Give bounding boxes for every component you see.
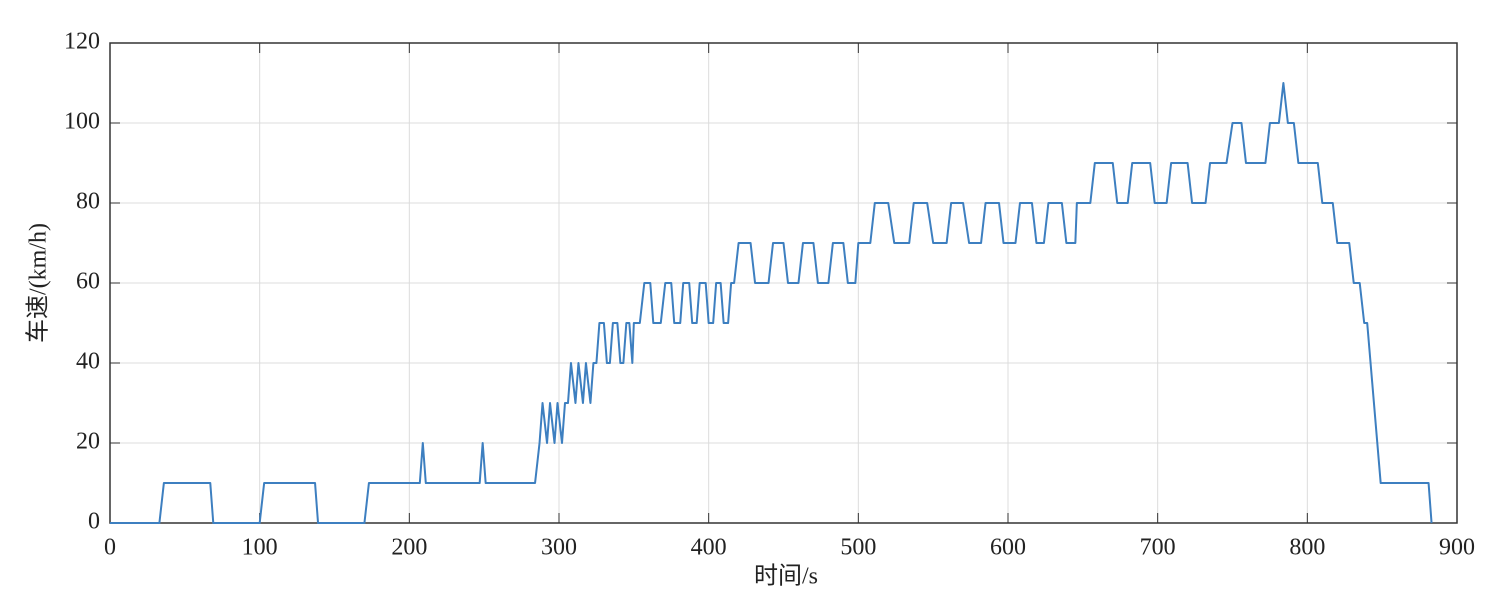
- y-axis-label: 车速/(km/h): [25, 223, 52, 343]
- data-line: [110, 82, 1433, 524]
- x-tick-label: 300: [541, 535, 577, 561]
- x-tick-label: 100: [242, 535, 278, 561]
- plot-frame: [109, 42, 1458, 524]
- x-tick-label: 800: [1289, 535, 1325, 561]
- x-tick-label: 900: [1439, 535, 1475, 561]
- y-tick-label: 120: [64, 29, 100, 55]
- x-tick-label: 200: [391, 535, 427, 561]
- x-tick-label: 600: [990, 535, 1026, 561]
- x-tick-label: 0: [104, 535, 116, 561]
- x-tick-label: 400: [691, 535, 727, 561]
- y-tick-label: 80: [76, 189, 100, 215]
- x-tick-label: 500: [840, 535, 876, 561]
- y-tick-label: 100: [64, 109, 100, 135]
- y-tick-label: 40: [76, 349, 100, 375]
- x-tick-label: 700: [1140, 535, 1176, 561]
- y-tick-label: 20: [76, 429, 100, 455]
- y-tick-label: 0: [88, 509, 100, 535]
- x-axis-label: 时间/s: [754, 563, 818, 590]
- y-tick-label: 60: [76, 269, 100, 295]
